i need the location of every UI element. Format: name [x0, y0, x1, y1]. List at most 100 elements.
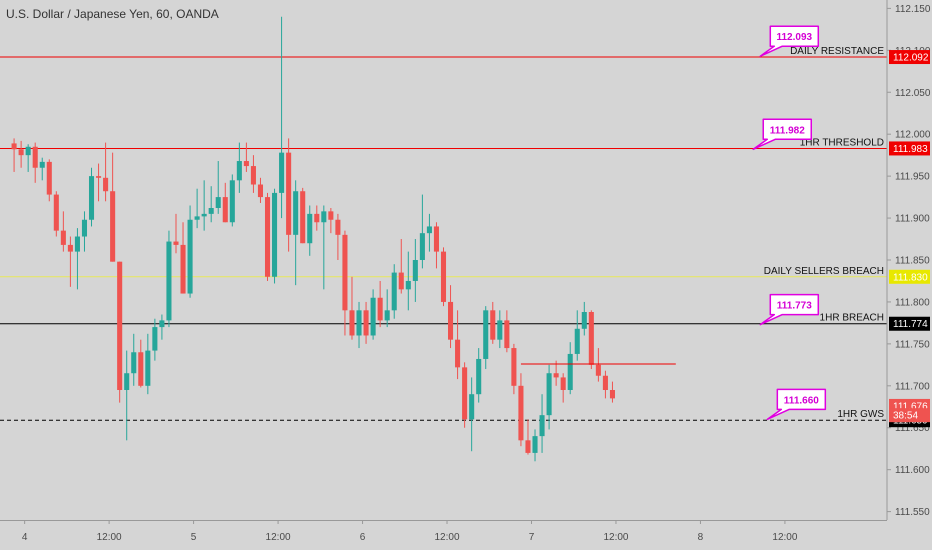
candle-body	[525, 440, 531, 453]
candle-body	[433, 226, 439, 252]
price-tick-label: 111.800	[895, 297, 930, 308]
candle-body	[370, 297, 376, 336]
time-tick-label: 8	[698, 532, 704, 543]
candle-body	[455, 339, 461, 368]
candle-body	[574, 328, 580, 354]
candle-body	[187, 219, 193, 294]
price-callout-label: 111.982	[770, 125, 805, 136]
candle-body	[412, 260, 418, 281]
candle-body	[152, 327, 158, 351]
candle-body	[328, 211, 334, 220]
price-tick-label: 112.000	[895, 130, 931, 141]
candle-body	[440, 251, 447, 302]
candle-body	[546, 373, 552, 416]
candles	[11, 16, 615, 462]
candle-body	[194, 216, 200, 220]
candle-body	[11, 143, 17, 150]
level-label: 1HR GWS	[837, 409, 884, 420]
candle-body	[18, 149, 24, 156]
time-tick-label: 12:00	[97, 532, 122, 543]
candle-body	[110, 191, 116, 262]
candle-body	[448, 301, 454, 340]
candle-body	[145, 350, 151, 386]
level-badge-label: 112.092	[893, 53, 929, 64]
candle-body	[419, 233, 425, 260]
candle-body	[532, 436, 538, 453]
candle-body	[74, 236, 80, 252]
candle-body	[25, 146, 31, 156]
price-tick-label: 111.600	[895, 465, 930, 476]
price-tick-label: 111.850	[895, 256, 930, 267]
candle-body	[222, 197, 228, 223]
candle-body	[377, 297, 383, 321]
candle-body	[581, 312, 587, 329]
current-price-badge-label: 111.676	[893, 401, 928, 412]
price-tick-label: 112.050	[895, 88, 931, 99]
candle-body	[39, 161, 45, 168]
candle-body	[236, 161, 242, 181]
level-label: 1HR THRESHOLD	[800, 137, 884, 148]
candle-body	[180, 244, 186, 294]
level-badge-label: 111.830	[893, 272, 928, 283]
price-tick-label: 111.900	[895, 214, 930, 225]
candle-body	[609, 390, 615, 399]
chart-title: U.S. Dollar / Japanese Yen, 60, OANDA	[6, 7, 219, 21]
candle-body	[173, 241, 179, 245]
candle-body	[250, 166, 256, 185]
candle-body	[124, 373, 130, 390]
candle-body	[405, 280, 411, 290]
candle-body	[567, 353, 573, 390]
price-badges: 112.092111.983111.830111.774111.659111.6…	[889, 50, 930, 428]
candle-body	[293, 191, 299, 235]
candle-body	[286, 152, 292, 235]
time-tick-label: 12:00	[603, 532, 628, 543]
candle-body	[511, 348, 517, 386]
current-price-badge-label: 38:54	[893, 411, 918, 422]
level-label: DAILY RESISTANCE	[790, 46, 884, 57]
candle-body	[588, 312, 594, 365]
candle-body	[342, 234, 348, 311]
candle-body	[314, 213, 320, 223]
candle-body	[96, 176, 102, 178]
level-label: 1HR BREACH	[820, 313, 884, 324]
candle-body	[229, 180, 235, 223]
price-tick-label: 111.550	[895, 507, 930, 518]
time-tick-label: 5	[191, 532, 197, 543]
candle-body	[504, 320, 510, 349]
price-callout-label: 112.093	[776, 32, 812, 43]
level-badge	[889, 316, 930, 331]
price-tick-label: 112.150	[895, 4, 931, 15]
candle-body	[391, 272, 397, 311]
price-tick-label: 111.950	[895, 172, 930, 183]
price-tick-label: 111.750	[895, 339, 930, 350]
price-callout-label: 111.773	[777, 301, 812, 312]
candle-body	[60, 230, 66, 245]
time-tick-label: 12:00	[266, 532, 291, 543]
candle-body	[272, 192, 278, 277]
candle-body	[264, 197, 271, 277]
candle-body	[335, 219, 341, 235]
candle-body	[518, 385, 524, 441]
level-badge-label: 111.774	[893, 319, 928, 330]
time-axis[interactable]: 4 12:00 5 12:00 6 12:00 7 12:00 8 12:00	[22, 520, 798, 543]
candle-body	[307, 213, 313, 244]
candle-body	[349, 310, 355, 336]
price-callout	[752, 118, 812, 151]
candle-body	[398, 272, 404, 290]
candle-body	[46, 161, 52, 195]
candle-body	[32, 146, 38, 168]
time-tick-label: 4	[22, 532, 28, 543]
price-callout	[759, 25, 820, 57]
candle-body	[243, 161, 249, 167]
candle-body	[215, 197, 221, 208]
candle-body	[81, 219, 88, 237]
candle-body	[159, 320, 165, 328]
candle-body	[321, 211, 327, 223]
candle-body	[553, 373, 559, 378]
candle-body	[103, 177, 109, 192]
candle-body	[384, 310, 390, 321]
price-tick-label: 111.650	[895, 423, 930, 434]
candle-body	[208, 208, 214, 214]
